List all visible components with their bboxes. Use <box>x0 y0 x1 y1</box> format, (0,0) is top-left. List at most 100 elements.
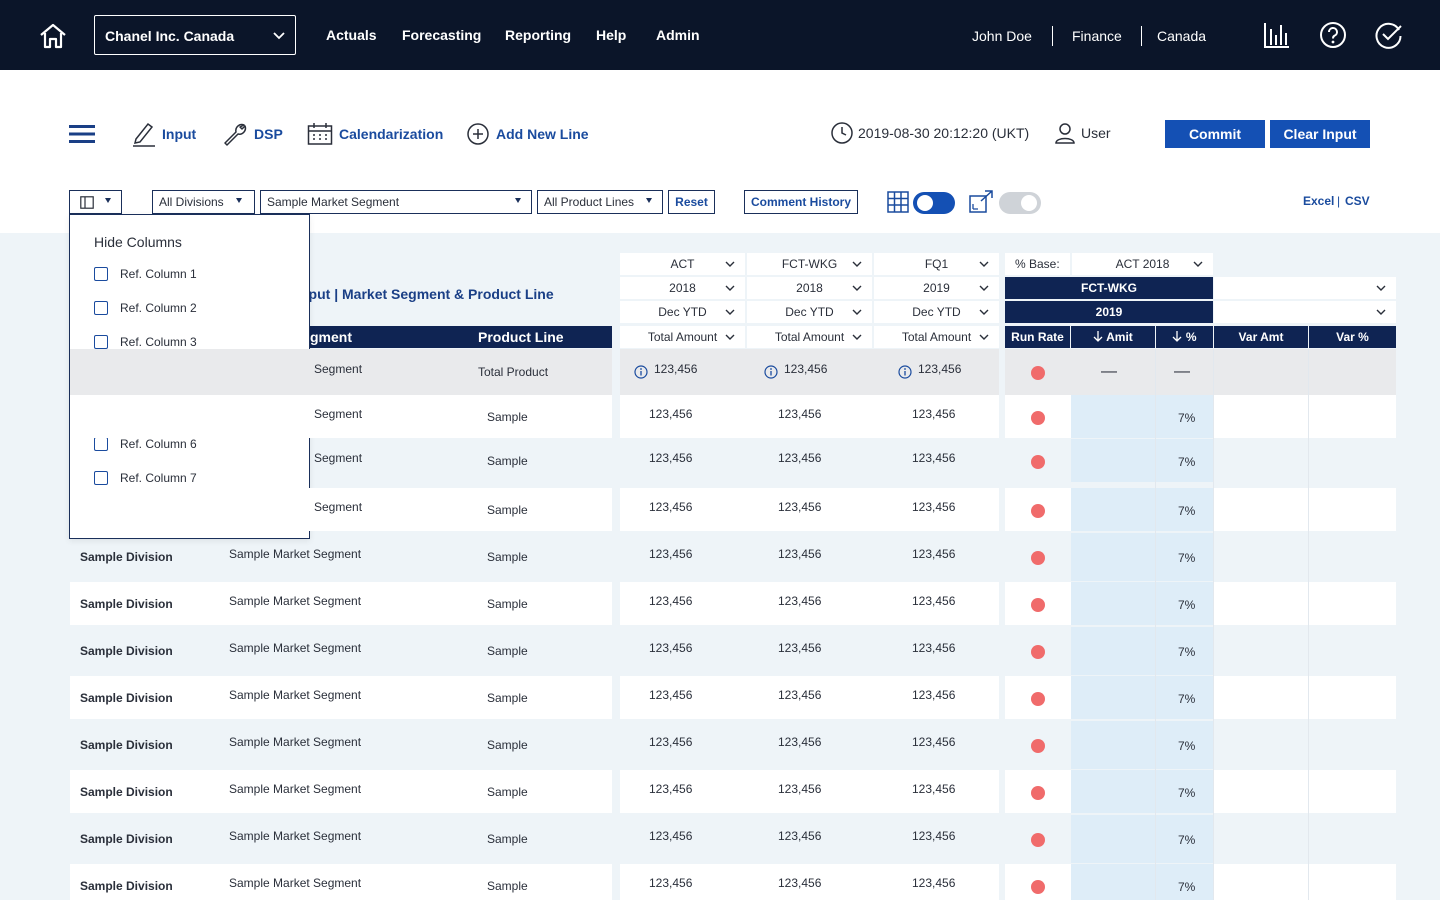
nav-forecasting[interactable]: Forecasting <box>402 27 482 43</box>
help-icon[interactable] <box>1319 21 1347 49</box>
amit-input-cell[interactable] <box>1071 864 1213 900</box>
value-cell[interactable]: 123,456 <box>649 829 693 843</box>
amit-input-cell[interactable] <box>1071 488 1213 531</box>
value-cell[interactable]: 123,456 <box>778 547 822 561</box>
value-cell[interactable]: 123,456 <box>649 735 693 749</box>
user-name[interactable]: John Doe <box>972 28 1032 44</box>
value-cell[interactable]: 123,456 <box>778 781 822 796</box>
value-cell[interactable]: 123,456 <box>912 593 956 608</box>
grid-view-icon[interactable] <box>887 191 909 218</box>
value-cell[interactable]: 123,456 <box>912 406 956 421</box>
col-header-type-2[interactable]: FCT-WKG <box>747 253 872 275</box>
hide-column-option[interactable]: Ref. Column 7 <box>94 471 197 485</box>
region-label[interactable]: Canada <box>1157 28 1207 44</box>
add-new-line-button[interactable]: Add New Line <box>466 118 589 150</box>
clear-input-button[interactable]: Clear Input <box>1270 120 1370 148</box>
amit-input-cell[interactable] <box>1071 582 1213 625</box>
amit-input-cell[interactable] <box>1071 439 1213 482</box>
value-cell[interactable]: 123,456 <box>649 875 693 890</box>
checkbox[interactable] <box>94 267 108 281</box>
input-button[interactable]: Input <box>132 118 196 150</box>
value-cell[interactable]: 123,456 <box>778 687 822 702</box>
amit-header[interactable]: Amit <box>1071 326 1155 348</box>
column-picker-button[interactable] <box>69 190 122 214</box>
divisions-select[interactable]: All Divisions <box>152 190 255 214</box>
check-circle-icon[interactable] <box>1375 21 1403 49</box>
hide-column-option[interactable]: Ref. Column 3 <box>94 335 197 349</box>
user-info[interactable]: User <box>1055 122 1111 144</box>
col-header-year-3[interactable]: 2019 <box>874 277 999 299</box>
hide-column-option[interactable]: Ref. Column 2 <box>94 301 197 315</box>
value-cell[interactable]: 123,456 <box>778 641 822 655</box>
compare-select-1[interactable] <box>1214 277 1396 299</box>
company-select[interactable]: Chanel Inc. Canada <box>94 15 296 55</box>
chart-icon[interactable] <box>1262 21 1290 49</box>
dsp-button[interactable]: DSP <box>222 118 283 150</box>
value-cell[interactable]: 123,456 <box>649 499 693 514</box>
compare-select-2[interactable] <box>1214 301 1396 323</box>
excel-export-link[interactable]: Excel <box>1303 194 1335 208</box>
value-cell[interactable]: 123,456 <box>649 687 693 702</box>
col-header-period-1[interactable]: Dec YTD <box>620 301 745 323</box>
value-cell[interactable]: 123,456 <box>778 593 822 608</box>
col-header-type-3[interactable]: FQ1 <box>874 253 999 275</box>
value-cell[interactable]: 123,456 <box>778 406 822 421</box>
pct-base-select[interactable]: ACT 2018 <box>1072 253 1213 275</box>
value-cell[interactable]: 123,456 <box>912 641 956 655</box>
value-cell[interactable]: 123,456 <box>649 593 693 608</box>
info-icon[interactable] <box>898 365 912 382</box>
col-header-measure-2[interactable]: Total Amount <box>747 326 872 348</box>
value-cell[interactable]: 123,456 <box>649 450 693 465</box>
col-header-year-1[interactable]: 2018 <box>620 277 745 299</box>
amit-input-cell[interactable] <box>1071 770 1213 813</box>
value-cell[interactable]: 123,456 <box>649 547 693 561</box>
value-cell[interactable]: 123,456 <box>778 735 822 749</box>
value-cell[interactable]: 123,456 <box>778 875 822 890</box>
col-header-period-2[interactable]: Dec YTD <box>747 301 872 323</box>
checkbox[interactable] <box>94 471 108 485</box>
value-cell[interactable]: 123,456 <box>778 499 822 514</box>
market-segment-select[interactable]: Sample Market Segment <box>260 190 532 214</box>
col-header-measure-1[interactable]: Total Amount <box>620 326 745 348</box>
amit-input-cell[interactable] <box>1071 533 1213 581</box>
value-cell[interactable]: 123,456 <box>912 781 956 796</box>
pct-header[interactable]: % <box>1156 326 1213 348</box>
checkbox[interactable] <box>94 335 108 349</box>
col-header-year-2[interactable]: 2018 <box>747 277 872 299</box>
amit-input-cell[interactable] <box>1071 721 1213 769</box>
value-cell[interactable]: 123,456 <box>918 362 962 376</box>
value-cell[interactable]: 123,456 <box>912 450 956 465</box>
amit-input-cell[interactable] <box>1071 815 1213 863</box>
value-cell[interactable]: 123,456 <box>912 687 956 702</box>
amit-input-cell[interactable] <box>1071 676 1213 719</box>
nav-admin[interactable]: Admin <box>656 27 700 43</box>
product-lines-select[interactable]: All Product Lines <box>537 190 663 214</box>
value-cell[interactable]: 123,456 <box>912 829 956 843</box>
reset-button[interactable]: Reset <box>668 190 715 214</box>
col-header-type-1[interactable]: ACT <box>620 253 745 275</box>
col-header-period-3[interactable]: Dec YTD <box>874 301 999 323</box>
value-cell[interactable]: 123,456 <box>654 362 698 376</box>
expand-toggle[interactable] <box>999 192 1041 214</box>
value-cell[interactable]: 123,456 <box>649 406 693 421</box>
grid-view-toggle[interactable] <box>913 192 955 214</box>
value-cell[interactable]: 123,456 <box>784 362 828 376</box>
amit-input-cell[interactable] <box>1071 395 1213 438</box>
menu-button[interactable] <box>69 118 101 150</box>
value-cell[interactable]: 123,456 <box>912 875 956 890</box>
info-icon[interactable] <box>764 365 778 382</box>
value-cell[interactable]: 123,456 <box>912 499 956 514</box>
hide-column-option[interactable]: Ref. Column 1 <box>94 267 197 281</box>
nav-actuals[interactable]: Actuals <box>326 27 377 43</box>
value-cell[interactable]: 123,456 <box>778 829 822 843</box>
amit-input-cell[interactable] <box>1071 627 1213 675</box>
value-cell[interactable]: 123,456 <box>649 781 693 796</box>
csv-export-link[interactable]: CSV <box>1345 194 1370 208</box>
checkbox[interactable] <box>94 301 108 315</box>
calendarization-button[interactable]: Calendarization <box>307 118 443 150</box>
value-cell[interactable]: 123,456 <box>778 450 822 465</box>
nav-reporting[interactable]: Reporting <box>505 27 572 43</box>
value-cell[interactable]: 123,456 <box>649 641 693 655</box>
comment-history-button[interactable]: Comment History <box>744 190 858 214</box>
home-icon[interactable] <box>38 22 68 50</box>
